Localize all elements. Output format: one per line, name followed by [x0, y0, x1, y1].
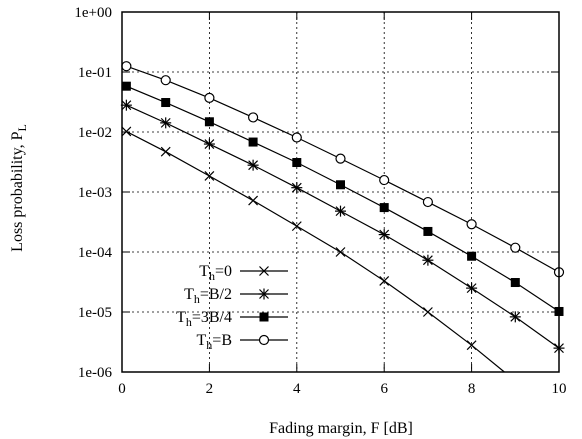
series-3-point	[121, 81, 131, 91]
y-tick-labels: 1e-06 1e-05 1e-04 1e-03 1e-02 1e-01 1e+00	[74, 5, 112, 381]
series-1-point	[466, 340, 477, 351]
legend-label-4: Th=B	[197, 332, 232, 352]
series-1-point	[160, 146, 171, 157]
series-3	[121, 81, 564, 316]
series-1-line	[126, 130, 505, 373]
series-4-point	[379, 174, 390, 186]
series-4-point	[204, 92, 215, 104]
series-4-point	[510, 242, 521, 253]
y-tick-label: 1e-05	[78, 305, 112, 321]
x-tick-label: 2	[206, 381, 214, 397]
y-tick-label: 1e-04	[78, 245, 113, 261]
legend-marker-2	[258, 288, 270, 300]
series-3-point	[467, 251, 477, 261]
series-3-point	[423, 226, 433, 236]
series-4-point	[422, 196, 433, 208]
series-3-point	[248, 137, 258, 147]
series-2-point	[247, 159, 259, 171]
y-tick-label: 1e-03	[78, 185, 112, 201]
y-tick-label: 1e-06	[78, 365, 113, 381]
legend-label-3: Th=3B/4	[176, 309, 232, 329]
x-tick-label: 4	[293, 381, 301, 397]
legend-label-2: Th=B/2	[184, 286, 232, 306]
y-axis-label-subscript: L	[15, 124, 29, 131]
y-tick-label: 1e-02	[78, 125, 112, 141]
x-tick-label: 6	[380, 381, 388, 397]
legend: Th=0 Th=B/2 Th=3B/4 Th=B	[176, 263, 288, 352]
x-tick-label: 10	[552, 381, 567, 397]
series-4-point	[466, 219, 477, 230]
series-1-point	[204, 171, 215, 181]
series-3-point	[336, 180, 345, 190]
y-axis-label: Loss probability, PL	[9, 124, 29, 252]
legend-marker-4	[258, 334, 270, 346]
series-1-point	[335, 247, 346, 257]
series-2-point	[291, 182, 303, 194]
series-4-point	[248, 112, 259, 123]
series-3-point	[292, 158, 302, 168]
series-4-point	[121, 61, 132, 72]
legend-label-1: Th=0	[199, 263, 232, 283]
series-4-point	[160, 75, 171, 86]
series-3-point	[510, 278, 520, 288]
series-1	[121, 126, 505, 373]
series-4	[121, 61, 565, 278]
x-tick-label: 0	[118, 381, 126, 397]
x-axis-label: Fading margin, F [dB]	[269, 420, 413, 437]
legend-marker-1	[259, 266, 269, 276]
series-1-point	[121, 126, 132, 137]
series-3-point	[161, 98, 171, 108]
series-2-point	[466, 282, 478, 294]
series-2-point	[120, 99, 132, 111]
x-tick-labels: 0 2 4 6 8 10	[118, 381, 566, 397]
series-layer	[120, 61, 565, 373]
series-4-point	[291, 132, 302, 143]
y-tick-label: 1e-01	[78, 65, 112, 81]
y-tick-label: 1e+00	[74, 5, 112, 21]
series-2-point	[422, 254, 434, 266]
series-2-point	[509, 311, 521, 323]
series-2	[120, 99, 565, 354]
series-1-point	[422, 307, 433, 317]
series-1-point	[291, 221, 302, 232]
axis-ticks	[121, 11, 560, 373]
series-2-point	[335, 205, 346, 217]
x-tick-label: 8	[468, 381, 476, 397]
series-2-point	[160, 117, 172, 129]
series-1-point	[248, 195, 259, 206]
series-2-point	[203, 138, 215, 150]
series-3-point	[204, 117, 214, 127]
series-1-point	[379, 275, 390, 286]
legend-marker-3	[259, 312, 269, 322]
series-2-point	[378, 229, 390, 241]
series-4-point	[335, 153, 346, 164]
series-3-point	[379, 203, 389, 213]
